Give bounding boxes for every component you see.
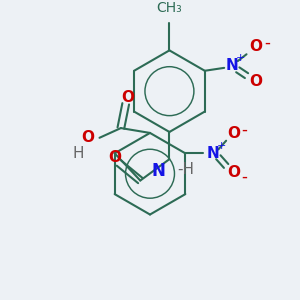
Text: O: O xyxy=(121,91,134,106)
Text: +: + xyxy=(217,141,226,151)
Text: O: O xyxy=(250,39,263,54)
Text: H: H xyxy=(73,146,84,160)
Text: CH₃: CH₃ xyxy=(157,2,182,15)
Text: N: N xyxy=(226,58,238,74)
Text: O: O xyxy=(109,150,122,165)
Text: N: N xyxy=(206,146,219,161)
Text: -: - xyxy=(242,121,248,139)
Text: O: O xyxy=(227,165,240,180)
Text: O: O xyxy=(227,126,240,141)
Text: O: O xyxy=(250,74,263,89)
Text: +: + xyxy=(236,53,245,63)
Text: N: N xyxy=(152,162,166,180)
Text: -: - xyxy=(242,168,248,186)
Text: -H: -H xyxy=(177,162,194,177)
Text: -: - xyxy=(264,34,270,52)
Text: O: O xyxy=(82,130,94,145)
